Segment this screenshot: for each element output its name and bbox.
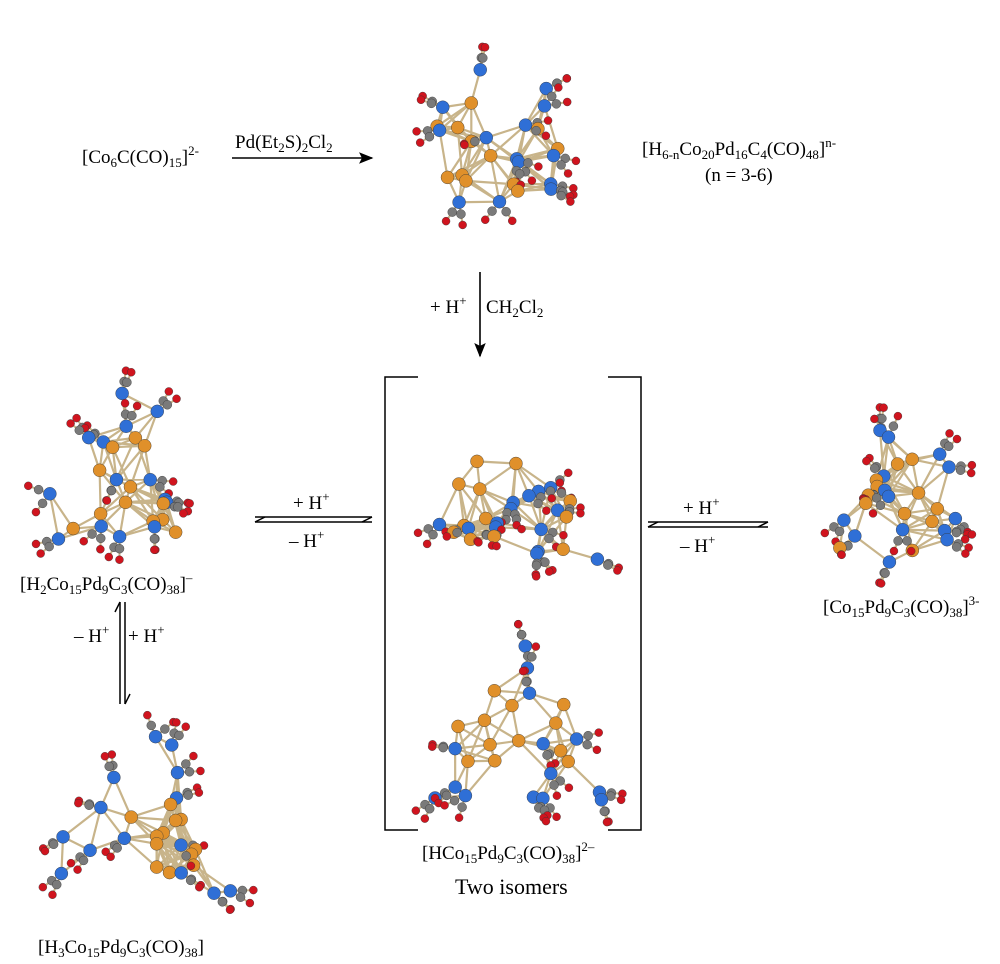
- reagent-formula: Pd(Et2S)2Cl2: [235, 132, 333, 155]
- left-bottom-formula: [H3Co15Pd9C3(CO)38]: [38, 937, 204, 960]
- equilibrium-arrow-vertical: [114, 601, 131, 705]
- vert-eq-plus: + H+: [128, 622, 165, 647]
- cluster-left-bottom: [38, 710, 258, 914]
- start-formula: [Co6C(CO)15]2-: [82, 143, 199, 170]
- bracket-left: [384, 376, 418, 831]
- top-product-n-range: (n = 3-6): [705, 165, 773, 186]
- left-eq-minus: – H+: [289, 527, 325, 552]
- cluster-center-isomer-1: [413, 454, 623, 581]
- right-eq-plus: + H+: [683, 494, 720, 519]
- vert-eq-minus: – H+: [74, 622, 110, 647]
- left-eq-plus: + H+: [293, 489, 330, 514]
- equilibrium-arrow-right: [647, 521, 769, 528]
- cluster-left-mid: [24, 366, 194, 564]
- equilibrium-arrow-left: [254, 516, 373, 523]
- right-formula: [Co15Pd9C3(CO)38]3-: [823, 593, 980, 620]
- right-eq-minus: – H+: [680, 532, 716, 557]
- left-mid-formula: [H2Co15Pd9C3(CO)38]–: [20, 570, 193, 597]
- down-step-proton: + H+: [430, 293, 467, 318]
- down-step-solvent: CH2Cl2: [486, 297, 544, 320]
- center-caption: Two isomers: [455, 874, 568, 899]
- center-formula: [HCo15Pd9C3(CO)38]2–: [422, 839, 595, 866]
- cluster-top-product: [412, 42, 581, 230]
- cluster-right: [820, 403, 977, 588]
- bracket-right: [608, 376, 642, 831]
- top-product-formula: [H6-nCo20Pd16C4(CO)48]n-: [642, 135, 837, 162]
- cluster-center-isomer-2: [411, 619, 627, 827]
